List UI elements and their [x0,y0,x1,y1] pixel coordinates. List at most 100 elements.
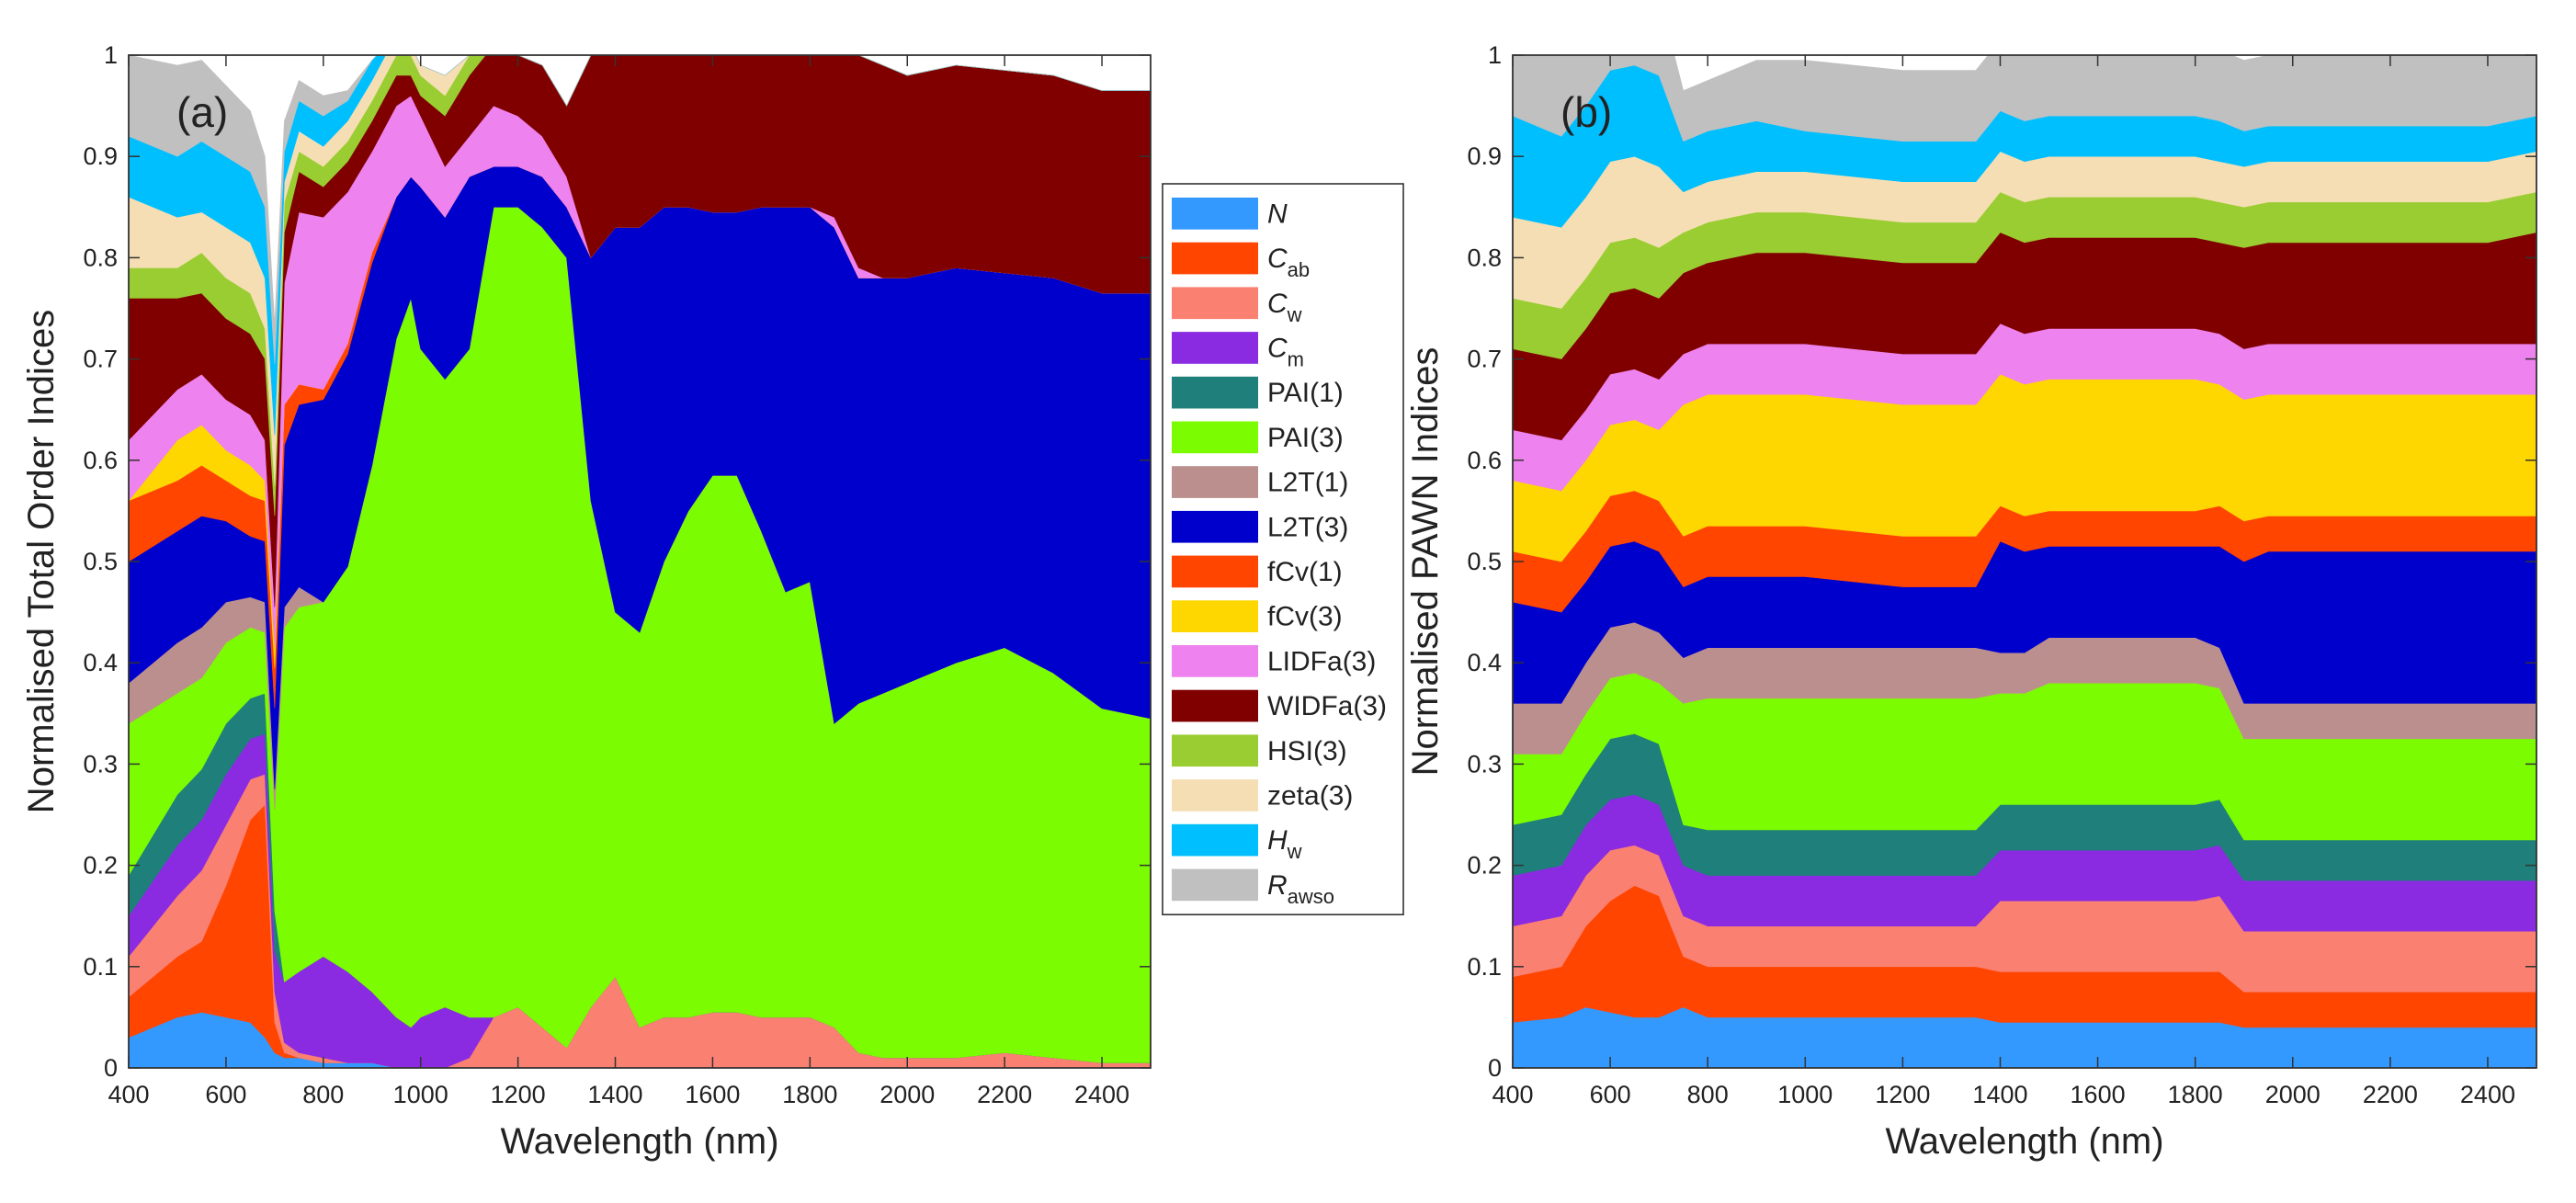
legend-label: WIDFa(3) [1267,691,1387,721]
legend-label: HSI(3) [1267,736,1347,766]
axis-ticks: 400 600 800 1000 1200 1400 1600 1800 2000 2200 240… [1467,41,2536,1108]
x-tick-label: 600 [1590,1081,1631,1108]
legend-item-r-awso: Rawso [1172,868,1334,908]
legend-swatch [1172,510,1258,543]
y-tick-label: 0.9 [1467,142,1502,170]
x-tick-label: 2000 [879,1081,935,1108]
legend-swatch [1172,421,1258,454]
x-tick-label: 1600 [2071,1081,2126,1108]
x-tick-label: 1600 [685,1081,740,1108]
panel-label: (a) [176,88,228,136]
y-tick-label: 0.6 [1467,447,1502,474]
x-tick-label: 2400 [1074,1081,1129,1108]
legend-item-widfa-3: WIDFa(3) [1172,689,1387,722]
y-tick-label: 0.6 [83,447,118,474]
legend-label: Rawso [1267,870,1334,908]
y-tick-label: 0.5 [83,548,118,575]
area-n [129,1012,1151,1068]
legend-item-l2t-3: L2T(3) [1172,510,1348,543]
x-tick-label: 2200 [2363,1081,2418,1108]
x-tick-label: 1800 [2168,1081,2223,1108]
y-tick-label: 0.7 [1467,346,1502,373]
legend-swatch [1172,689,1258,722]
legend-label: fCv(1) [1267,557,1343,587]
legend-label: Cw [1267,289,1302,326]
legend-swatch [1172,823,1258,857]
panel-label: (b) [1560,88,1612,136]
legend-label: N [1267,199,1288,229]
x-axis-label: Wavelength (nm) [1885,1121,2163,1162]
legend-swatch [1172,376,1258,409]
y-axis-label: Normalised Total Order Indices [21,310,62,813]
legend-label: fCv(3) [1267,602,1343,632]
legend-swatch [1172,287,1258,320]
x-axis-label: Wavelength (nm) [500,1121,778,1162]
legend-item-fcv-1: fCv(1) [1172,555,1343,588]
x-tick-label: 800 [302,1081,344,1108]
legend-label: PAI(1) [1267,378,1344,408]
legend-item-c-ab: Cab [1172,242,1310,281]
stacked-areas [1513,55,2536,1068]
legend-swatch [1172,466,1258,498]
legend-label: zeta(3) [1267,780,1353,811]
legend-item-h-w: Hw [1172,823,1302,863]
legend-label: L2T(3) [1267,512,1348,542]
legend: N Cab Cw Cm PAI(1) PAI(3) L2T(1) L2T(3) fCv(1) fC… [1162,183,1404,916]
y-tick-label: 0.3 [1467,750,1502,777]
legend-label: Cm [1267,333,1304,370]
y-tick-label: 0.2 [1467,852,1502,880]
area-r-awso [129,55,1151,365]
y-tick-label: 0 [104,1054,118,1082]
y-tick-label: 0.4 [1467,649,1502,676]
y-tick-label: 0.9 [83,142,118,170]
y-tick-label: 0.1 [83,953,118,981]
x-tick-label: 1200 [1875,1081,1930,1108]
area-r-awso [1513,55,2536,142]
x-tick-label: 1000 [393,1081,448,1108]
y-tick-label: 0.7 [83,346,118,373]
legend-swatch [1172,332,1258,364]
x-tick-label: 1400 [1972,1081,2027,1108]
x-tick-label: 1200 [491,1081,546,1108]
y-tick-label: 0 [1488,1054,1502,1082]
legend-item-c-m: Cm [1172,332,1304,370]
axes-frame [128,54,1152,1069]
legend-swatch [1172,555,1258,588]
legend-item-lidfa-3: LIDFa(3) [1172,645,1376,677]
legend-item-zeta-3: zeta(3) [1172,779,1353,811]
y-axis-label: Normalised PAWN Indices [1405,347,1446,777]
legend-swatch [1172,198,1258,230]
x-tick-label: 2200 [977,1081,1032,1108]
panel-b: 400 600 800 1000 1200 1400 1600 1800 2000 2200 240… [1405,41,2537,1162]
y-tick-label: 0.2 [83,852,118,880]
legend-swatch [1172,600,1258,632]
y-tick-label: 0.1 [1467,953,1502,981]
x-tick-label: 400 [1492,1081,1533,1108]
x-tick-label: 800 [1687,1081,1729,1108]
legend-label: Cab [1267,244,1310,281]
legend-item-pai-1: PAI(1) [1172,376,1344,409]
legend-swatch [1172,868,1258,902]
legend-item-fcv-3: fCv(3) [1172,600,1343,632]
axis-ticks: 400 600 800 1000 1200 1400 1600 1800 2000 2200 240… [83,41,1151,1108]
y-tick-label: 0.4 [83,649,118,676]
y-tick-label: 0.3 [83,750,118,777]
legend-swatch [1172,779,1258,811]
legend-swatch [1172,734,1258,767]
legend-item-pai-3: PAI(3) [1172,421,1344,454]
legend-label: Hw [1267,825,1302,863]
legend-label: L2T(1) [1267,468,1348,498]
y-tick-label: 0.8 [83,244,118,271]
stacked-areas [129,55,1151,1068]
x-tick-label: 2000 [2265,1081,2321,1108]
panel-a: 400 600 800 1000 1200 1400 1600 1800 2000 2200 240… [21,41,1152,1162]
y-tick-label: 1 [104,41,118,69]
x-tick-label: 2400 [2460,1081,2515,1108]
legend-item-c-w: Cw [1172,287,1302,326]
y-tick-label: 0.8 [1467,244,1502,271]
legend-swatch [1172,242,1258,275]
x-tick-label: 1400 [587,1081,642,1108]
x-tick-label: 600 [205,1081,246,1108]
